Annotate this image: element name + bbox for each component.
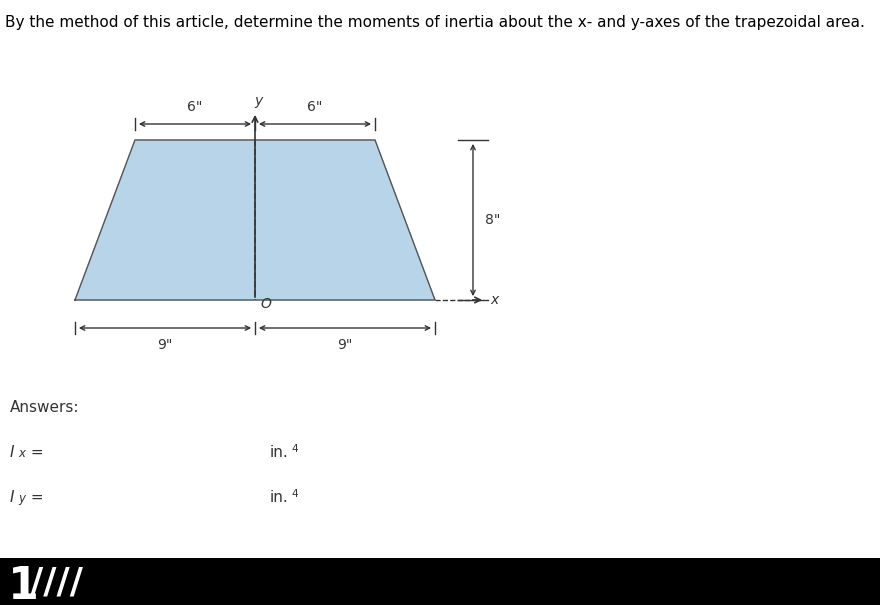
Text: y: y	[253, 94, 262, 108]
Text: 6": 6"	[307, 100, 323, 114]
Text: ////: ////	[30, 565, 83, 599]
Polygon shape	[75, 140, 435, 300]
Text: By the method of this article, determine the moments of inertia about the x- and: By the method of this article, determine…	[5, 15, 865, 30]
Text: x: x	[18, 447, 25, 460]
Text: 8": 8"	[485, 213, 501, 227]
Text: =: =	[26, 490, 44, 505]
Text: Answers:: Answers:	[10, 400, 79, 415]
Text: =: =	[26, 445, 44, 460]
Text: I: I	[10, 490, 14, 505]
Text: 9": 9"	[158, 338, 172, 352]
Text: O: O	[260, 297, 271, 311]
Text: in.: in.	[270, 445, 289, 460]
Text: in.: in.	[270, 490, 289, 505]
Text: 1: 1	[8, 565, 39, 605]
Text: x: x	[490, 293, 498, 307]
Bar	[0, 558, 880, 605]
Text: 4: 4	[291, 444, 297, 454]
Text: 9": 9"	[337, 338, 353, 352]
Text: 6": 6"	[187, 100, 202, 114]
Text: y: y	[18, 492, 25, 505]
Text: 4: 4	[291, 489, 297, 499]
Text: I: I	[10, 445, 14, 460]
